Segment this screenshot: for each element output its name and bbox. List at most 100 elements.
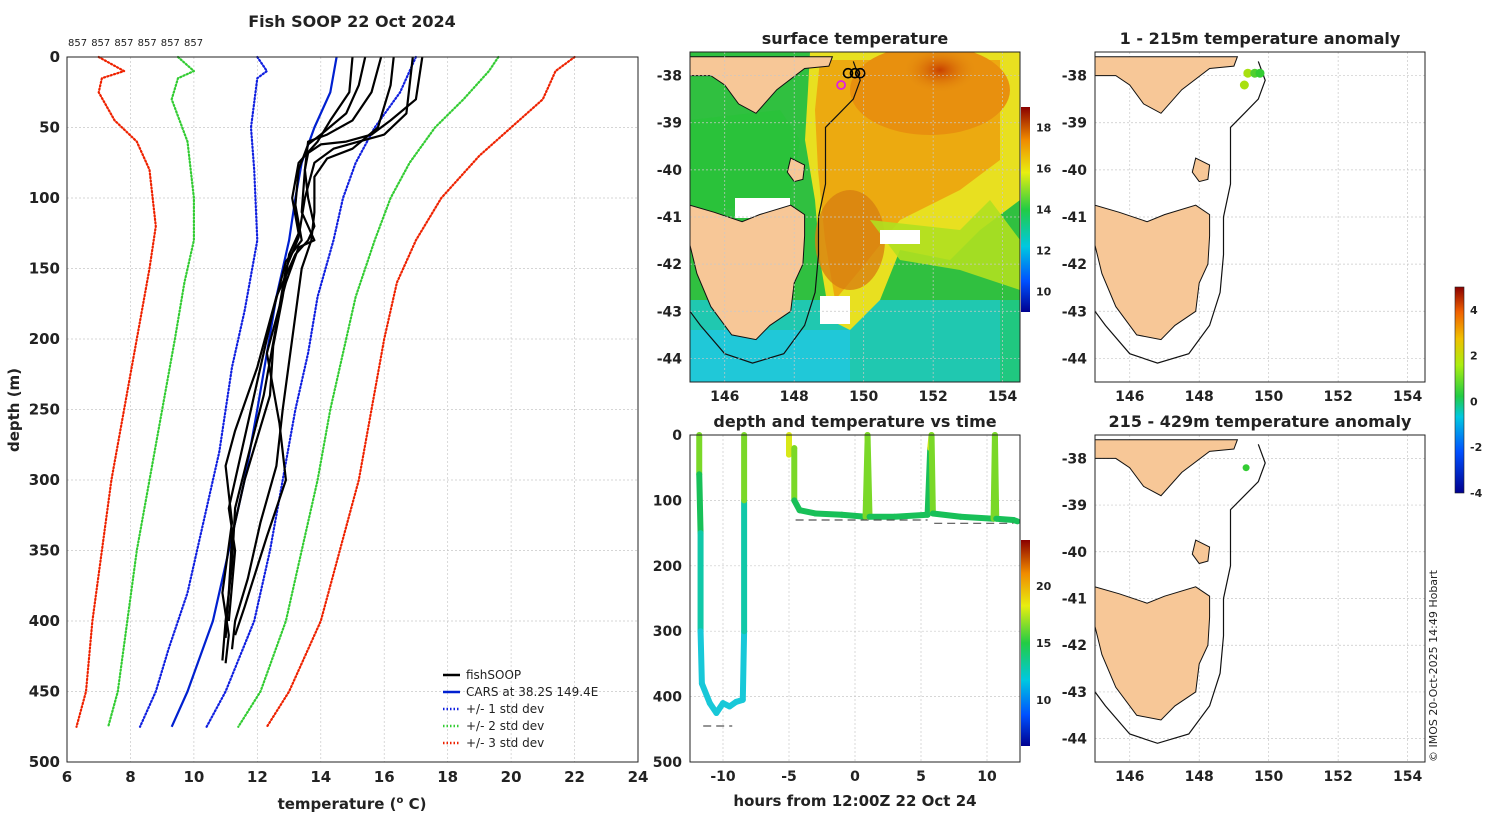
- copyright-label: © IMOS 20-Oct-2025 14:49 Hobart: [1427, 569, 1440, 762]
- svg-text:CARS at 38.2S 149.4E: CARS at 38.2S 149.4E: [466, 685, 598, 699]
- anomaly-215-429-x-tick-label: 148: [1185, 769, 1214, 785]
- depth-time-y-tick-label: 200: [653, 559, 682, 575]
- sst-station-marker: [854, 67, 866, 79]
- depth-time-colorbar-tick-label: 10: [1036, 694, 1052, 707]
- depth-time-y-tick-label: 100: [653, 493, 682, 509]
- anomaly-215-429-land: [1095, 439, 1266, 744]
- profile-panel: Fish SOOP 22 Oct 2024 857 857 857 857 857 857…: [5, 12, 648, 813]
- profile-x-tick-label: 10: [183, 768, 204, 786]
- sst-current-position-marker: [836, 80, 847, 90]
- shelf-contour: [1095, 444, 1266, 744]
- anomaly-215-429-point: [1242, 464, 1250, 472]
- depth-time-x-tick-label: 10: [977, 769, 997, 785]
- sst-y-tick-label: -40: [657, 163, 683, 179]
- profile-count-label: 857: [184, 38, 203, 49]
- depth-time-x-ticks: -10 -5 0 5 10: [710, 769, 997, 785]
- depth-time-y-tick-label: 0: [672, 428, 682, 444]
- anomaly-215-429-title: 215 - 429m temperature anomaly: [1109, 412, 1412, 431]
- profile-series--2-std-dev: [237, 55, 500, 728]
- depth-time-y-tick-label: 400: [653, 690, 682, 706]
- mainland-land: [690, 56, 834, 114]
- depth-time-track-segment: [864, 432, 873, 520]
- anomaly-1-215-y-tick-label: -38: [1062, 69, 1087, 85]
- depth-time-track-segment: [957, 513, 997, 522]
- profile-series-fishsoop: [227, 56, 367, 622]
- profile-series--3-std-dev: [75, 55, 157, 728]
- depth-time-tracks: [696, 432, 1021, 716]
- depth-time-track-segment: [739, 628, 748, 703]
- sst-colorbar-tick-label: 10: [1036, 286, 1052, 299]
- depth-time-colorbar-tick-label: 20: [1036, 580, 1052, 593]
- profile-count-label: 857: [114, 38, 133, 49]
- anomaly-colorbar-tick-label: -2: [1470, 441, 1482, 454]
- profile-series-fishsoop: [234, 56, 383, 636]
- depth-time-track-segment: [991, 432, 1000, 522]
- anomaly-1-215-points: [1239, 68, 1265, 90]
- profile-y-tick-label: 50: [39, 119, 60, 137]
- profile-series-cars-at-38-2s-149-4e: [170, 56, 338, 728]
- profile-count-label: 857: [68, 38, 87, 49]
- profile-y-tick-label: 250: [29, 401, 60, 419]
- depth-time-x-tick-label: -5: [781, 769, 797, 785]
- anomaly-1-215-y-tick-label: -44: [1062, 351, 1088, 367]
- profile-title: Fish SOOP 22 Oct 2024: [248, 12, 456, 31]
- anomaly-colorbar-tick-label: 2: [1470, 350, 1478, 363]
- depth-time-y-tick-label: 300: [653, 624, 682, 640]
- anomaly-215-429-y-tick-label: -41: [1062, 592, 1087, 608]
- sst-station-marker: [842, 67, 854, 79]
- depth-time-bottom-depth: [703, 519, 1014, 727]
- anomaly-1-215-y-ticks: -38 -39 -40 -41 -42 -43 -44: [1062, 69, 1088, 368]
- anomaly-215-429-grid: [1095, 435, 1425, 762]
- anomaly-1-215-point: [1255, 68, 1265, 78]
- depth-time-axes-frame: [689, 434, 1021, 763]
- anomaly-1-215-y-tick-label: -39: [1062, 116, 1087, 132]
- profile-x-ticks: 6 8 10 12 14 16 18 20 22 24: [62, 768, 649, 786]
- svg-text:+/- 2 std dev: +/- 2 std dev: [466, 719, 544, 733]
- anomaly-215-429-y-tick-label: -44: [1062, 732, 1088, 748]
- sst-x-tick-label: 154: [988, 389, 1017, 405]
- depth-time-track-segment: [812, 510, 845, 518]
- anomaly-1-215-x-tick-label: 148: [1185, 389, 1214, 405]
- sst-track-markers: [836, 67, 866, 90]
- profile-y-tick-label: 0: [50, 48, 60, 66]
- depth-time-grid: [690, 434, 1020, 763]
- profile-axes-frame: [66, 56, 639, 763]
- profile-legend: fishSOOP CARS at 38.2S 149.4E +/- 1 std …: [443, 668, 598, 750]
- profile-count-label: 857: [138, 38, 157, 49]
- anomaly-215-429-y-tick-label: -38: [1062, 451, 1087, 467]
- sst-grid: [690, 52, 1020, 382]
- profile-series: [75, 55, 576, 728]
- profile-series--2-std-dev: [107, 55, 195, 728]
- depth-time-track-segment: [698, 680, 713, 707]
- anomaly-215-429-x-tick-label: 150: [1254, 769, 1283, 785]
- profile-series--3-std-dev: [265, 55, 576, 728]
- profile-y-tick-label: 100: [29, 189, 60, 207]
- anomaly-1-215-y-tick-label: -42: [1062, 257, 1087, 273]
- flinders-island-land: [1191, 539, 1211, 565]
- anomaly-1-215-x-tick-label: 152: [1324, 389, 1353, 405]
- sst-colorbar-tick-label: 12: [1036, 245, 1051, 258]
- profile-series-fishsoop: [230, 56, 395, 650]
- anomaly-215-429-y-tick-label: -43: [1062, 685, 1087, 701]
- anomaly-colorbar-tick-label: -4: [1470, 487, 1483, 500]
- anomaly-1-215-x-tick-label: 150: [1254, 389, 1283, 405]
- legend-std1: +/- 1 std dev: [443, 702, 544, 716]
- profile-y-label: depth (m): [5, 368, 23, 452]
- depth-time-y-ticks: 0 100 200 300 400 500: [653, 428, 682, 771]
- anomaly-215-429-x-tick-label: 154: [1393, 769, 1422, 785]
- mainland-land: [1095, 56, 1239, 114]
- shelf-contour: [1095, 61, 1266, 364]
- sst-colorbar-tick-label: 16: [1036, 163, 1052, 176]
- anomaly-215-429-points: [1242, 464, 1250, 472]
- svg-text:+/- 1 std dev: +/- 1 std dev: [466, 702, 544, 716]
- sst-y-tick-label: -43: [657, 304, 682, 320]
- anomaly-colorbar: 4 2 0 -2 -4: [1454, 286, 1483, 500]
- profile-x-tick-label: 24: [628, 768, 649, 786]
- svg-text:+/- 3 std dev: +/- 3 std dev: [466, 736, 544, 750]
- profile-series--1-std-dev: [138, 55, 268, 728]
- anomaly-colorbar-tick-label: 4: [1470, 304, 1478, 317]
- profile-count-labels: 857 857 857 857 857 857: [68, 38, 203, 49]
- depth-time-colorbar: 10 15 20: [1021, 540, 1052, 746]
- sst-y-tick-label: -38: [657, 69, 682, 85]
- anomaly-1-215-panel: 1 - 215m temperature anomaly 146 148 150 15…: [1062, 29, 1426, 405]
